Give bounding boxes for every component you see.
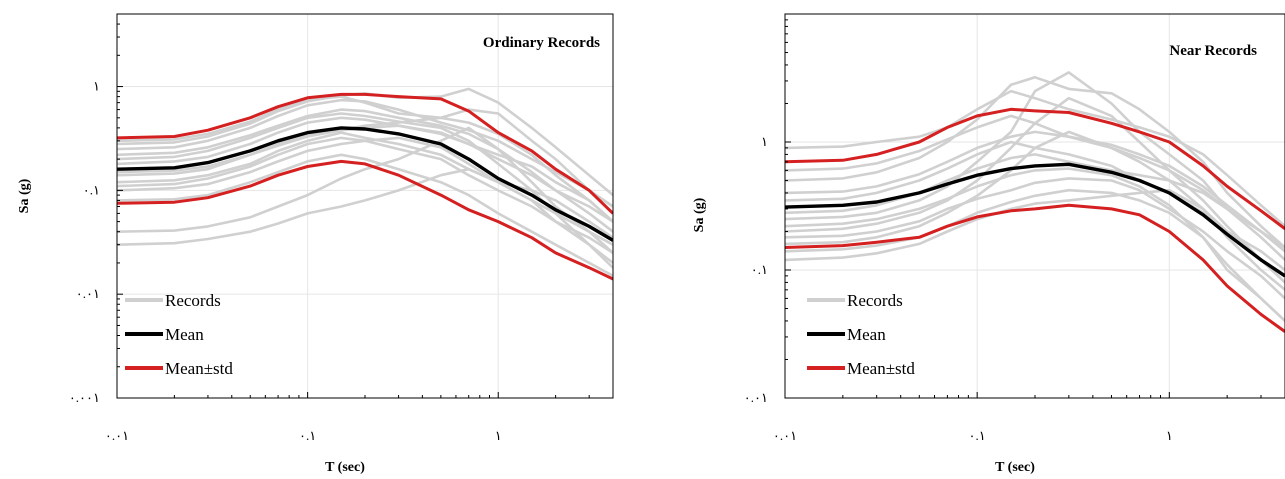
legend-mean-std-label: Mean±std <box>165 359 233 378</box>
y-tick-label: ۱ <box>761 134 768 149</box>
record-series-line <box>117 136 613 254</box>
legend-mean-label: Mean <box>165 325 204 344</box>
y-tick-label: ۰.۱ <box>83 182 100 197</box>
x-axis-label: T (sec) <box>995 460 1035 475</box>
chart-title: Near Records <box>1169 43 1257 59</box>
record-series-line <box>785 167 1285 322</box>
mean-series-line <box>117 126 613 242</box>
x-tick-label: ۰.۱ <box>299 428 316 443</box>
x-tick-label: ۱ <box>495 428 502 443</box>
chart-panel-ordinary: ۰.۰۱ ۰.۱ ۱ ۰.۰۰۱ ۰.۰۱ ۰.۱ ۱ T (sec) Sa (g) Ordina… <box>0 0 640 479</box>
y-axis-label: Sa (g) <box>692 197 707 232</box>
record-series-line <box>117 95 613 223</box>
series-group <box>117 87 613 281</box>
y-tick-label: ۱ <box>93 79 100 94</box>
chart-ordinary-records: ۰.۰۱ ۰.۱ ۱ ۰.۰۰۱ ۰.۰۱ ۰.۱ ۱ T (sec) Sa (g) Ordina… <box>17 13 614 475</box>
record-series-line <box>117 124 613 223</box>
x-axis-label: T (sec) <box>325 460 365 475</box>
mean-std-series-line <box>785 203 1285 333</box>
record-series-line <box>117 108 613 208</box>
record-series-line <box>785 130 1285 253</box>
x-tick-label: ۱ <box>1166 428 1173 443</box>
chart-panel-near: ۰.۰۱ ۰.۱ ۱ ۰.۰۱ ۰.۱ ۱ T (sec) Sa (g) Near Record… <box>645 0 1285 479</box>
y-tick-label: ۰.۰۱ <box>744 390 768 405</box>
mean-series-line <box>785 162 1285 278</box>
x-tick-label: ۰.۰۱ <box>773 428 797 443</box>
mean-std-series-line <box>117 159 613 281</box>
record-series-line <box>785 188 1285 322</box>
y-tick-label: ۰.۰۱ <box>76 286 100 301</box>
record-series-line <box>117 116 613 233</box>
record-series-line <box>785 177 1285 300</box>
record-series-line <box>785 188 1285 284</box>
mean-std-series-line <box>785 107 1285 231</box>
x-tick-label: ۰.۰۱ <box>105 428 129 443</box>
record-series-line <box>785 89 1285 228</box>
record-series-line <box>117 126 613 254</box>
chart-near-records: ۰.۰۱ ۰.۱ ۱ ۰.۰۱ ۰.۱ ۱ T (sec) Sa (g) Near Record… <box>692 13 1285 475</box>
y-tick-label: ۰.۰۰۱ <box>69 390 100 405</box>
legend-records-label: Records <box>165 291 221 310</box>
legend-mean-label: Mean <box>847 325 886 344</box>
record-series-line <box>117 108 613 223</box>
mean-std-series-line <box>117 92 613 215</box>
record-series-line <box>785 140 1285 272</box>
legend-records-label: Records <box>847 291 903 310</box>
y-tick-label: ۰.۱ <box>751 262 768 277</box>
chart-title: Ordinary Records <box>483 35 600 51</box>
series-group <box>785 71 1285 333</box>
record-series-line <box>117 167 613 264</box>
record-series-line <box>117 153 613 278</box>
y-axis-label: Sa (g) <box>17 178 32 213</box>
record-series-line <box>117 131 613 246</box>
legend-mean-std-label: Mean±std <box>847 359 915 378</box>
x-tick-label: ۰.۱ <box>969 428 986 443</box>
